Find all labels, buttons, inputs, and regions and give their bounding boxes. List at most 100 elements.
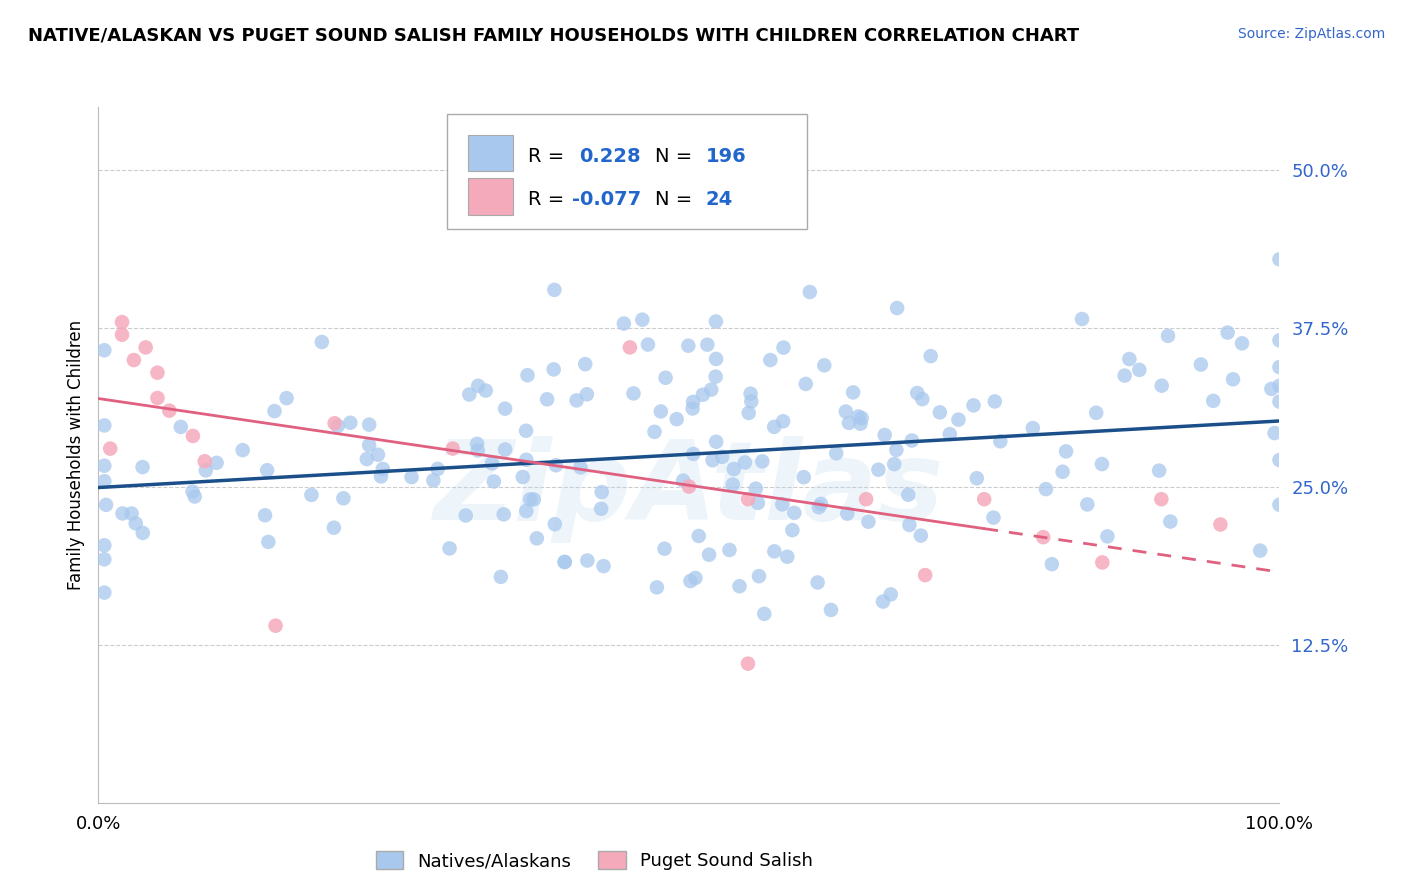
Point <box>650 404 672 418</box>
Point <box>543 362 565 376</box>
Point <box>754 607 776 621</box>
Point <box>574 357 596 371</box>
Point <box>1054 444 1077 458</box>
Point <box>665 412 688 426</box>
Point <box>772 341 794 355</box>
Point <box>855 492 877 507</box>
Point <box>810 497 832 511</box>
Point <box>718 543 741 558</box>
Point <box>1216 326 1239 340</box>
Point <box>146 366 169 380</box>
Point <box>1260 382 1282 396</box>
Point <box>897 488 920 502</box>
Point <box>711 450 734 464</box>
Point <box>465 437 488 451</box>
Point <box>783 506 806 520</box>
Point <box>1268 360 1291 375</box>
Point <box>1268 378 1291 392</box>
Point <box>813 359 835 373</box>
Point <box>474 384 496 398</box>
Point <box>619 340 641 354</box>
Point <box>858 515 880 529</box>
Point <box>326 419 349 434</box>
Point <box>181 484 204 499</box>
Text: 24: 24 <box>706 190 733 209</box>
Point <box>737 406 759 420</box>
Point <box>181 429 204 443</box>
Point <box>111 327 134 342</box>
Point <box>820 603 842 617</box>
Point <box>1222 372 1244 386</box>
Point <box>232 443 254 458</box>
Point <box>772 414 794 428</box>
Point <box>122 353 145 368</box>
Point <box>851 411 873 425</box>
Point <box>125 516 148 531</box>
Point <box>782 523 804 537</box>
Point <box>948 412 970 426</box>
Point <box>543 283 565 297</box>
Point <box>911 392 934 406</box>
Point <box>1202 393 1225 408</box>
Point <box>1209 517 1232 532</box>
Point <box>93 458 115 473</box>
Text: -0.077: -0.077 <box>572 190 641 209</box>
FancyBboxPatch shape <box>447 114 807 229</box>
Point <box>682 401 704 416</box>
Point <box>359 438 381 452</box>
Point <box>883 457 905 471</box>
Point <box>544 458 567 473</box>
Point <box>984 394 1007 409</box>
Point <box>93 343 115 358</box>
Point <box>492 508 515 522</box>
Point <box>910 528 932 542</box>
Point <box>256 463 278 477</box>
Point <box>1118 352 1140 367</box>
Point <box>842 385 865 400</box>
Point <box>194 454 217 468</box>
Y-axis label: Family Households with Children: Family Households with Children <box>66 320 84 590</box>
Point <box>170 420 193 434</box>
Point <box>1076 497 1098 511</box>
Point <box>988 434 1011 449</box>
Point <box>672 474 695 488</box>
Point <box>254 508 277 523</box>
Point <box>515 452 537 467</box>
Point <box>183 490 205 504</box>
Point <box>759 353 782 368</box>
Point <box>1150 492 1173 507</box>
Bar <box>468 136 513 171</box>
Point <box>740 386 762 401</box>
Point <box>837 507 859 521</box>
Point <box>873 428 896 442</box>
Point <box>799 285 821 299</box>
Point <box>702 453 724 467</box>
Point <box>146 391 169 405</box>
Point <box>848 409 870 424</box>
Point <box>682 447 704 461</box>
Point <box>763 420 786 434</box>
Point <box>751 454 773 468</box>
Point <box>111 507 134 521</box>
Point <box>131 460 153 475</box>
Point <box>426 462 449 476</box>
Point <box>737 657 759 671</box>
Point <box>591 501 613 516</box>
Point <box>763 544 786 558</box>
Point <box>794 376 817 391</box>
Point <box>93 552 115 566</box>
Point <box>704 351 727 366</box>
Point <box>1268 252 1291 267</box>
Point <box>1249 543 1271 558</box>
Point <box>339 416 361 430</box>
Point <box>523 492 546 507</box>
Point <box>868 463 890 477</box>
Point <box>370 469 392 483</box>
Point <box>704 434 727 449</box>
Point <box>880 587 903 601</box>
Point <box>515 424 537 438</box>
Point <box>93 585 115 599</box>
Point <box>422 474 444 488</box>
Point <box>332 491 354 506</box>
Point <box>654 541 676 556</box>
